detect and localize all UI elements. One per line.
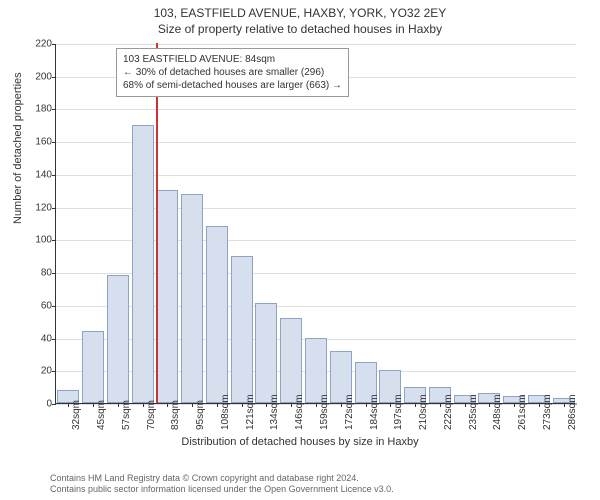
x-tick-mark — [390, 403, 391, 407]
y-tick-label: 100 — [26, 235, 52, 246]
x-tick-label: 146sqm — [294, 394, 305, 430]
info-box: 103 EASTFIELD AVENUE: 84sqm ← 30% of det… — [116, 48, 349, 97]
x-tick-label: 172sqm — [344, 394, 355, 430]
x-tick-mark — [341, 403, 342, 407]
x-tick-mark — [242, 403, 243, 407]
y-tick-label: 160 — [26, 137, 52, 148]
chart-container: 103, EASTFIELD AVENUE, HAXBY, YORK, YO32… — [0, 0, 600, 500]
x-tick-mark — [93, 403, 94, 407]
y-tick-mark — [52, 339, 56, 340]
chart-area: 103 EASTFIELD AVENUE: 84sqm ← 30% of det… — [55, 44, 575, 404]
bar — [255, 303, 277, 403]
x-tick-label: 134sqm — [269, 394, 280, 430]
x-tick-label: 222sqm — [443, 394, 454, 430]
y-tick-mark — [52, 44, 56, 45]
x-tick-mark — [366, 403, 367, 407]
x-tick-mark — [291, 403, 292, 407]
x-tick-label: 248sqm — [492, 394, 503, 430]
x-tick-mark — [167, 403, 168, 407]
footer-line-1: Contains HM Land Registry data © Crown c… — [50, 473, 540, 485]
x-tick-label: 210sqm — [418, 394, 429, 430]
y-tick-mark — [52, 306, 56, 307]
x-tick-mark — [514, 403, 515, 407]
bar — [305, 338, 327, 403]
x-tick-mark — [440, 403, 441, 407]
y-tick-label: 80 — [26, 268, 52, 279]
y-tick-label: 60 — [26, 300, 52, 311]
info-line-2: ← 30% of detached houses are smaller (29… — [123, 66, 342, 79]
x-tick-label: 57sqm — [121, 400, 132, 430]
x-tick-label: 197sqm — [393, 394, 404, 430]
x-tick-mark — [465, 403, 466, 407]
x-tick-mark — [192, 403, 193, 407]
x-tick-mark — [564, 403, 565, 407]
y-tick-mark — [52, 208, 56, 209]
bar — [156, 190, 178, 403]
y-tick-mark — [52, 142, 56, 143]
footer: Contains HM Land Registry data © Crown c… — [0, 473, 540, 496]
x-tick-label: 261sqm — [517, 394, 528, 430]
x-tick-label: 83sqm — [170, 400, 181, 430]
info-line-1: 103 EASTFIELD AVENUE: 84sqm — [123, 53, 342, 66]
x-tick-mark — [143, 403, 144, 407]
x-tick-mark — [316, 403, 317, 407]
marker-line — [156, 43, 158, 403]
title-sub: Size of property relative to detached ho… — [0, 20, 600, 36]
info-line-3: 68% of semi-detached houses are larger (… — [123, 79, 342, 92]
y-tick-label: 120 — [26, 202, 52, 213]
bar — [82, 331, 104, 403]
bar — [231, 256, 253, 403]
y-tick-mark — [52, 77, 56, 78]
x-tick-label: 70sqm — [146, 400, 157, 430]
y-tick-mark — [52, 240, 56, 241]
x-tick-label: 159sqm — [319, 394, 330, 430]
y-tick-label: 200 — [26, 71, 52, 82]
y-tick-label: 20 — [26, 366, 52, 377]
x-tick-label: 45sqm — [96, 400, 107, 430]
plot: 103 EASTFIELD AVENUE: 84sqm ← 30% of det… — [55, 44, 575, 404]
x-tick-label: 32sqm — [71, 400, 82, 430]
y-tick-label: 180 — [26, 104, 52, 115]
x-tick-mark — [539, 403, 540, 407]
y-tick-mark — [52, 371, 56, 372]
x-tick-label: 121sqm — [245, 394, 256, 430]
y-tick-label: 140 — [26, 169, 52, 180]
y-tick-mark — [52, 109, 56, 110]
bar — [206, 226, 228, 403]
bar — [107, 275, 129, 403]
x-tick-mark — [217, 403, 218, 407]
y-tick-mark — [52, 404, 56, 405]
x-tick-mark — [68, 403, 69, 407]
y-tick-label: 0 — [26, 399, 52, 410]
x-tick-label: 184sqm — [369, 394, 380, 430]
bars — [56, 43, 576, 403]
x-tick-label: 286sqm — [567, 394, 578, 430]
y-tick-mark — [52, 273, 56, 274]
x-tick-label: 108sqm — [220, 394, 231, 430]
x-tick-mark — [415, 403, 416, 407]
y-tick-mark — [52, 175, 56, 176]
x-axis-label: Distribution of detached houses by size … — [0, 436, 600, 448]
x-tick-label: 273sqm — [542, 394, 553, 430]
bar — [132, 125, 154, 403]
y-tick-label: 220 — [26, 39, 52, 50]
title-main: 103, EASTFIELD AVENUE, HAXBY, YORK, YO32… — [0, 0, 600, 20]
x-tick-mark — [118, 403, 119, 407]
x-tick-mark — [489, 403, 490, 407]
bar — [280, 318, 302, 403]
y-axis-label: Number of detached properties — [12, 72, 24, 224]
footer-line-2: Contains public sector information licen… — [50, 484, 540, 496]
x-tick-label: 95sqm — [195, 400, 206, 430]
x-tick-mark — [266, 403, 267, 407]
y-tick-label: 40 — [26, 333, 52, 344]
x-tick-label: 235sqm — [468, 394, 479, 430]
bar — [181, 194, 203, 403]
